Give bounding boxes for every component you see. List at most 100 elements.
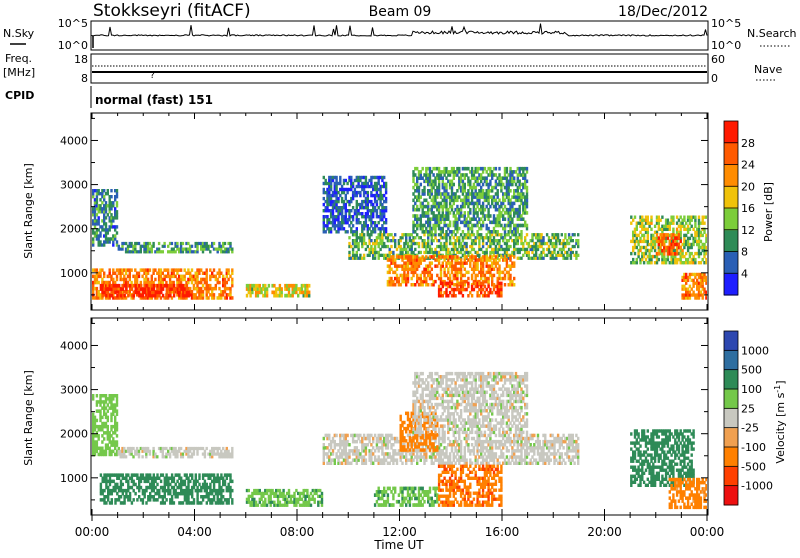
velocity-cell xyxy=(231,480,233,484)
power-cell xyxy=(573,233,575,236)
power-cell xyxy=(636,258,638,261)
velocity-cell xyxy=(116,397,118,401)
power-cell xyxy=(542,239,544,242)
power-cell xyxy=(414,202,416,206)
power-cell xyxy=(650,258,652,261)
velocity-cell xyxy=(204,453,206,456)
velocity-cell xyxy=(224,480,226,484)
power-cell xyxy=(348,224,350,227)
power-cell xyxy=(497,230,499,234)
power-cell xyxy=(332,212,334,215)
power-cell xyxy=(694,258,696,261)
power-cell xyxy=(637,255,639,258)
velocity-heatmap xyxy=(92,372,708,509)
power-cell xyxy=(110,195,112,198)
power-cell xyxy=(453,167,455,171)
velocity-cell xyxy=(164,501,166,505)
velocity-cell xyxy=(174,447,176,450)
power-cell xyxy=(438,180,440,184)
power-cell xyxy=(454,242,456,245)
power-cell xyxy=(705,216,707,219)
power-cell xyxy=(98,219,100,222)
power-cell xyxy=(401,236,403,239)
power-cell xyxy=(458,167,460,171)
power-cell xyxy=(647,228,649,231)
velocity-cell xyxy=(109,437,111,441)
power-cell xyxy=(509,214,511,218)
power-cell xyxy=(508,192,510,196)
power-cell xyxy=(394,245,396,248)
power-cell xyxy=(211,272,213,276)
power-cell xyxy=(438,189,440,193)
velocity-cell xyxy=(96,394,98,398)
velocity-cell xyxy=(222,447,224,450)
power-cell xyxy=(663,252,665,256)
power-cell xyxy=(573,245,575,248)
velocity-cell xyxy=(114,489,116,493)
power-cell xyxy=(188,294,190,298)
power-cell xyxy=(440,268,442,272)
power-cell xyxy=(692,285,694,288)
velocity-cell xyxy=(116,443,118,447)
velocity-cell xyxy=(138,495,140,499)
power-cell xyxy=(458,217,460,221)
power-cell xyxy=(577,242,579,245)
power-cell xyxy=(486,261,488,265)
power-cell xyxy=(438,208,440,212)
velocity-cell xyxy=(264,501,266,504)
power-cell xyxy=(416,221,418,225)
power-cell xyxy=(641,222,643,225)
power-cell xyxy=(98,281,100,285)
power-cell xyxy=(378,182,380,185)
power-cell xyxy=(694,237,696,240)
power-cell xyxy=(676,249,678,253)
power-cell xyxy=(94,225,96,228)
power-cell xyxy=(345,179,347,182)
power-cell xyxy=(350,188,352,191)
velocity-cell xyxy=(255,501,257,504)
power-cell xyxy=(491,264,493,268)
velocity-cell xyxy=(129,498,131,502)
power-cell xyxy=(520,236,522,239)
power-cell xyxy=(429,245,431,248)
power-cell xyxy=(213,296,215,300)
power-cell xyxy=(526,205,528,209)
power-cell xyxy=(449,224,451,228)
power-cell xyxy=(429,224,431,228)
power-cell xyxy=(429,221,431,225)
power-cell xyxy=(431,170,433,174)
velocity-cell xyxy=(116,483,118,487)
velocity-cell xyxy=(96,450,98,454)
power-cell xyxy=(515,170,517,174)
power-cell xyxy=(409,236,411,239)
velocity-cell xyxy=(178,450,180,453)
power-cell xyxy=(456,258,458,262)
velocity-cell xyxy=(228,501,230,505)
power-cell xyxy=(365,242,367,245)
power-cell xyxy=(698,225,700,228)
power-cell xyxy=(372,212,374,215)
power-cell xyxy=(385,221,387,224)
velocity-cell xyxy=(132,447,134,450)
power-cell xyxy=(456,205,458,209)
power-cell xyxy=(454,192,456,196)
velocity-cell xyxy=(131,477,133,481)
power-cell xyxy=(105,234,107,237)
power-cell xyxy=(685,282,687,285)
power-cell xyxy=(367,230,369,233)
power-cell xyxy=(694,219,696,222)
power-cell xyxy=(451,205,453,209)
power-cell xyxy=(509,199,511,203)
power-cell xyxy=(385,230,387,233)
velocity-cell xyxy=(196,480,198,484)
power-cell xyxy=(447,271,449,275)
power-cell xyxy=(458,195,460,199)
power-cell xyxy=(374,248,376,251)
power-cell xyxy=(486,288,488,292)
power-cell xyxy=(222,275,224,279)
velocity-cell xyxy=(114,419,116,423)
power-cell xyxy=(394,242,396,245)
power-cell xyxy=(176,245,178,248)
power-cell xyxy=(445,189,447,193)
velocity-cell xyxy=(165,447,167,450)
